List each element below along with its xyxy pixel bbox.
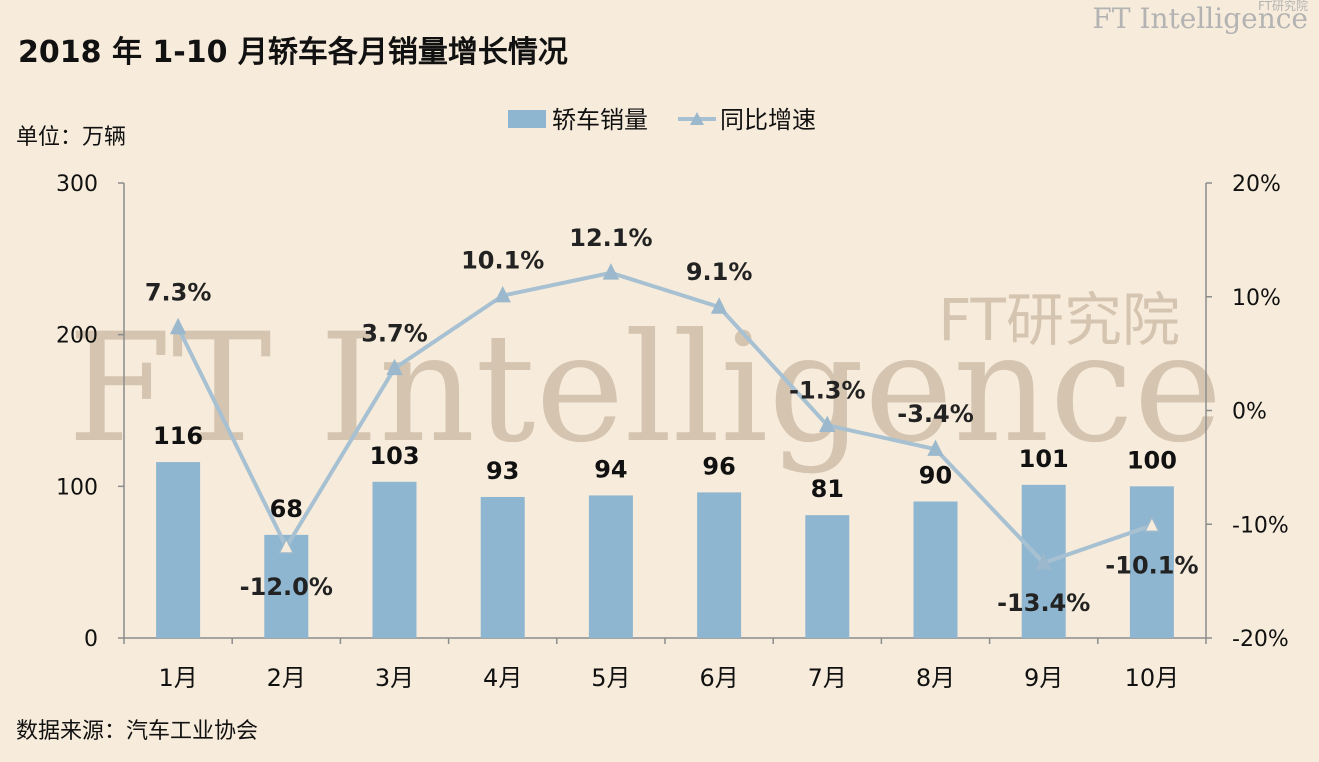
growth-value-label: 7.3%	[145, 278, 212, 306]
bar	[480, 496, 525, 638]
y-right-tick-label: -20%	[1232, 627, 1289, 652]
growth-value-label: -13.4%	[997, 589, 1090, 617]
growth-marker	[602, 263, 620, 280]
growth-value-label: 9.1%	[686, 258, 753, 286]
growth-marker	[1035, 553, 1052, 570]
y-left-tick-label: 100	[56, 475, 98, 500]
bar-value-label: 96	[702, 452, 735, 480]
y-right-tick-label: -10%	[1232, 513, 1289, 538]
bar-value-label: 93	[486, 457, 519, 485]
growth-marker	[494, 285, 511, 303]
y-left-tick-label: 200	[56, 324, 98, 349]
y-right-tick-label: 0%	[1232, 400, 1267, 425]
growth-marker	[278, 537, 295, 554]
growth-marker	[386, 358, 403, 376]
x-tick-label: 9月	[1024, 664, 1063, 692]
x-tick-label: 7月	[808, 664, 847, 692]
x-tick-label: 10月	[1125, 664, 1180, 692]
x-tick-label: 8月	[916, 664, 955, 692]
bar-value-label: 100	[1127, 446, 1177, 474]
y-right-tick-label: 10%	[1232, 286, 1281, 311]
growth-value-label: 10.1%	[461, 247, 544, 275]
bar-value-label: 68	[270, 495, 303, 523]
x-tick-label: 2月	[267, 664, 306, 692]
growth-value-label: 12.1%	[569, 224, 652, 252]
bar	[588, 495, 633, 638]
bar	[913, 501, 958, 638]
legend-bar-swatch	[508, 110, 546, 128]
x-tick-label: 6月	[699, 664, 738, 692]
growth-line	[176, 270, 1153, 566]
growth-value-label: -3.4%	[897, 400, 974, 428]
bar	[156, 462, 201, 638]
x-tick-label: 5月	[591, 664, 630, 692]
legend: 轿车销量 同比增速	[508, 106, 816, 134]
bar	[372, 481, 417, 638]
bar	[805, 515, 850, 638]
growth-marker	[169, 317, 187, 335]
x-tick-label: 3月	[375, 664, 414, 692]
growth-marker	[1143, 515, 1161, 533]
plot-area: 0 100 200 300 -20% -10% 0% 10% 20% 1月 2月 3月 4月 5月 6月 7月…	[56, 172, 1289, 692]
bar-value-label: 94	[594, 455, 627, 483]
growth-value-label: -1.3%	[789, 376, 866, 404]
legend-line-label: 同比增速	[720, 106, 816, 134]
bar-value-label: 101	[1019, 445, 1069, 473]
y-right-tick-label: 20%	[1232, 172, 1281, 197]
bar	[697, 492, 742, 638]
growth-value-label: 3.7%	[361, 319, 428, 347]
brand-logo: FT Intelligence	[1092, 2, 1308, 35]
x-tick-label: 4月	[483, 664, 522, 692]
growth-marker	[710, 297, 728, 314]
bar-value-label: 90	[919, 462, 952, 490]
bar	[1129, 486, 1174, 638]
bar-value-label: 103	[369, 442, 419, 470]
brand-logo-cn: FT研究院	[1258, 0, 1308, 13]
chart-title: 2018 年 1-10 月轿车各月销量增长情况	[18, 35, 568, 70]
y-left-tick-label: 300	[56, 172, 98, 197]
bar-value-label: 81	[811, 475, 844, 503]
growth-value-label: -12.0%	[240, 573, 333, 601]
source-label: 数据来源：汽车工业协会	[16, 719, 258, 744]
legend-bar-label: 轿车销量	[552, 106, 648, 134]
unit-label: 单位：万辆	[16, 125, 126, 150]
growth-value-label: -10.1%	[1105, 551, 1198, 579]
watermark-sub: FT研究院	[938, 286, 1180, 354]
watermark-main: FT Intelligence	[68, 302, 1223, 476]
y-left-tick-label: 0	[84, 627, 98, 652]
legend-line-marker	[690, 112, 704, 125]
bar-value-label: 116	[153, 422, 203, 450]
growth-marker	[927, 439, 944, 456]
x-tick-label: 1月	[158, 664, 197, 692]
growth-marker	[819, 415, 836, 433]
